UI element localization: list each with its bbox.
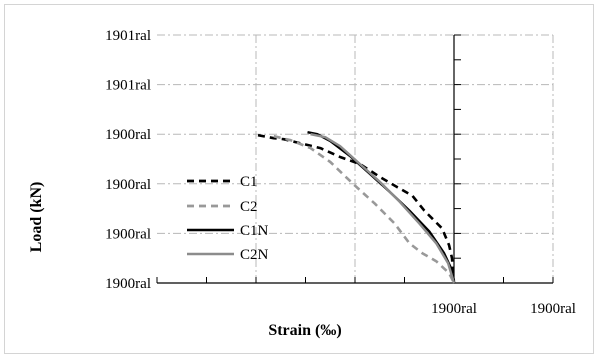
grid-lines	[157, 34, 554, 283]
legend-label-c1: C1	[240, 174, 258, 190]
series-lines	[257, 131, 456, 284]
y-axis-title: Load (kN)	[28, 182, 45, 253]
y-tick-label: 1900ral	[105, 127, 151, 143]
y-tick-label: 1900ral	[105, 177, 151, 193]
series-line-c2	[273, 134, 456, 284]
tick-labels: 1900ral 1900ral 1900ral 1900ral 1901ral 1901r…	[105, 28, 576, 317]
chart-frame	[4, 4, 594, 354]
axes	[156, 34, 554, 284]
legend-label-c1n: C1N	[240, 223, 269, 239]
series-line-c2n	[310, 133, 456, 284]
legend-item-c1n: C1N	[187, 223, 269, 239]
x-tick-label: 1900ral	[431, 301, 477, 317]
legend-item-c2: C2	[187, 199, 258, 215]
legend-label-c2n: C2N	[240, 247, 269, 263]
legend-label-c2: C2	[240, 199, 258, 215]
y-tick-label: 1901ral	[105, 78, 151, 94]
x-axis-title: Strain (‰)	[268, 322, 341, 339]
y-tick-label: 1900ral	[105, 276, 151, 292]
x-tick-label: 1900ral	[530, 301, 576, 317]
y-tick-label: 1900ral	[105, 226, 151, 242]
legend-item-c2n: C2N	[187, 247, 269, 263]
legend: C1 C2 C1N C2N	[187, 174, 269, 263]
y-tick-label: 1901ral	[105, 28, 151, 44]
series-line-c1n	[307, 131, 456, 284]
series-line-c1	[257, 133, 456, 284]
legend-item-c1: C1	[187, 174, 258, 190]
